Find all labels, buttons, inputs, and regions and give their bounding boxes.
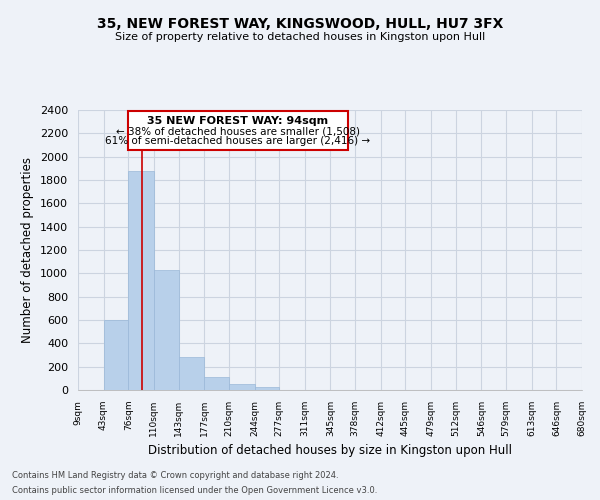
Bar bbox=[204, 376, 229, 390]
Text: Size of property relative to detached houses in Kingston upon Hull: Size of property relative to detached ho… bbox=[115, 32, 485, 42]
Text: 61% of semi-detached houses are larger (2,416) →: 61% of semi-detached houses are larger (… bbox=[106, 136, 371, 145]
FancyBboxPatch shape bbox=[128, 111, 347, 150]
Bar bbox=[154, 270, 179, 390]
Bar bbox=[254, 387, 279, 390]
Text: Contains HM Land Registry data © Crown copyright and database right 2024.: Contains HM Land Registry data © Crown c… bbox=[12, 471, 338, 480]
Text: 35 NEW FOREST WAY: 94sqm: 35 NEW FOREST WAY: 94sqm bbox=[148, 116, 329, 126]
Bar bbox=[128, 170, 154, 390]
Bar bbox=[104, 320, 128, 390]
Bar bbox=[179, 358, 204, 390]
X-axis label: Distribution of detached houses by size in Kingston upon Hull: Distribution of detached houses by size … bbox=[148, 444, 512, 458]
Text: ← 38% of detached houses are smaller (1,508): ← 38% of detached houses are smaller (1,… bbox=[116, 126, 360, 136]
Bar bbox=[229, 384, 254, 390]
Text: Contains public sector information licensed under the Open Government Licence v3: Contains public sector information licen… bbox=[12, 486, 377, 495]
Text: 35, NEW FOREST WAY, KINGSWOOD, HULL, HU7 3FX: 35, NEW FOREST WAY, KINGSWOOD, HULL, HU7… bbox=[97, 18, 503, 32]
Y-axis label: Number of detached properties: Number of detached properties bbox=[22, 157, 34, 343]
